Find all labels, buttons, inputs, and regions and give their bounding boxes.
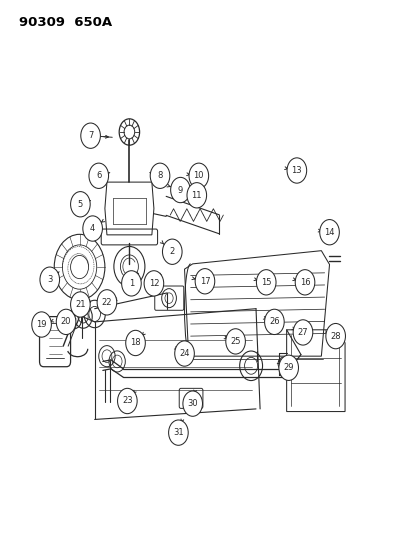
Text: 3: 3 — [47, 275, 52, 284]
Circle shape — [294, 270, 314, 295]
Text: 9: 9 — [178, 185, 183, 195]
Circle shape — [89, 163, 108, 189]
Circle shape — [162, 239, 182, 264]
Circle shape — [195, 269, 214, 294]
Text: 25: 25 — [230, 337, 240, 346]
Text: 29: 29 — [283, 364, 293, 372]
Text: 18: 18 — [130, 338, 140, 348]
Text: 21: 21 — [75, 300, 85, 309]
Circle shape — [97, 290, 116, 315]
Text: 10: 10 — [193, 171, 204, 180]
Text: 23: 23 — [122, 397, 132, 406]
Text: 1: 1 — [128, 279, 134, 288]
Circle shape — [319, 220, 339, 245]
Circle shape — [264, 309, 283, 335]
Text: 27: 27 — [297, 328, 308, 337]
Circle shape — [121, 271, 141, 296]
Text: 17: 17 — [199, 277, 210, 286]
Circle shape — [117, 389, 137, 414]
Circle shape — [325, 324, 344, 349]
Circle shape — [83, 216, 102, 241]
Text: 20: 20 — [61, 317, 71, 326]
Text: 16: 16 — [299, 278, 310, 287]
Text: 26: 26 — [268, 317, 279, 326]
Circle shape — [189, 163, 208, 189]
Circle shape — [32, 312, 51, 337]
Text: 15: 15 — [260, 278, 271, 287]
Circle shape — [225, 329, 245, 354]
Circle shape — [70, 292, 90, 317]
Text: 22: 22 — [102, 298, 112, 307]
Circle shape — [183, 391, 202, 416]
Circle shape — [126, 330, 145, 356]
Circle shape — [187, 183, 206, 208]
Text: 6: 6 — [96, 171, 101, 180]
Text: 12: 12 — [148, 279, 159, 288]
Circle shape — [170, 177, 190, 203]
Text: 7: 7 — [88, 131, 93, 140]
Circle shape — [278, 355, 298, 381]
Text: 30: 30 — [187, 399, 197, 408]
Circle shape — [256, 270, 275, 295]
Text: 11: 11 — [191, 191, 202, 200]
Circle shape — [286, 158, 306, 183]
Text: 14: 14 — [323, 228, 334, 237]
Circle shape — [40, 267, 59, 292]
Circle shape — [81, 123, 100, 148]
Text: 28: 28 — [330, 332, 340, 341]
Text: 2: 2 — [169, 247, 174, 256]
Text: 8: 8 — [157, 171, 162, 180]
Text: 5: 5 — [78, 200, 83, 209]
Circle shape — [150, 163, 169, 189]
Text: 4: 4 — [90, 224, 95, 233]
Circle shape — [144, 271, 163, 296]
Circle shape — [174, 341, 194, 366]
Text: 31: 31 — [173, 428, 183, 437]
Circle shape — [292, 320, 312, 345]
Text: 24: 24 — [179, 349, 189, 358]
Text: 19: 19 — [36, 320, 47, 329]
Text: 90309  650A: 90309 650A — [19, 16, 112, 29]
Circle shape — [168, 420, 188, 445]
Circle shape — [70, 191, 90, 217]
Circle shape — [56, 309, 76, 335]
Text: 13: 13 — [291, 166, 301, 175]
